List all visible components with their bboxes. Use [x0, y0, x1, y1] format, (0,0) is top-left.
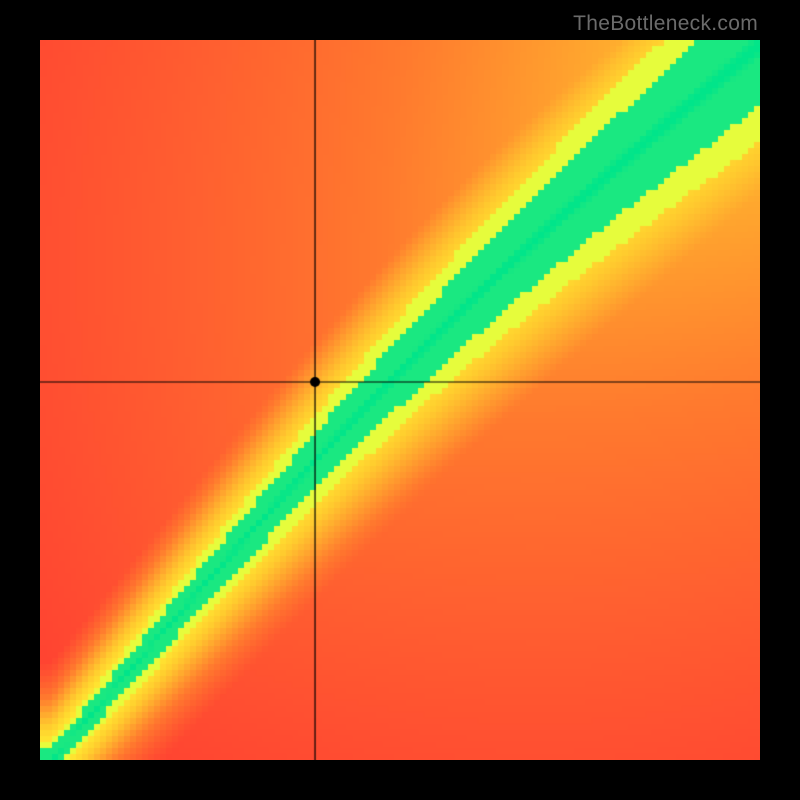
bottleneck-heatmap — [40, 40, 760, 760]
heatmap-canvas — [40, 40, 760, 760]
watermark: TheBottleneck.com — [573, 12, 758, 36]
